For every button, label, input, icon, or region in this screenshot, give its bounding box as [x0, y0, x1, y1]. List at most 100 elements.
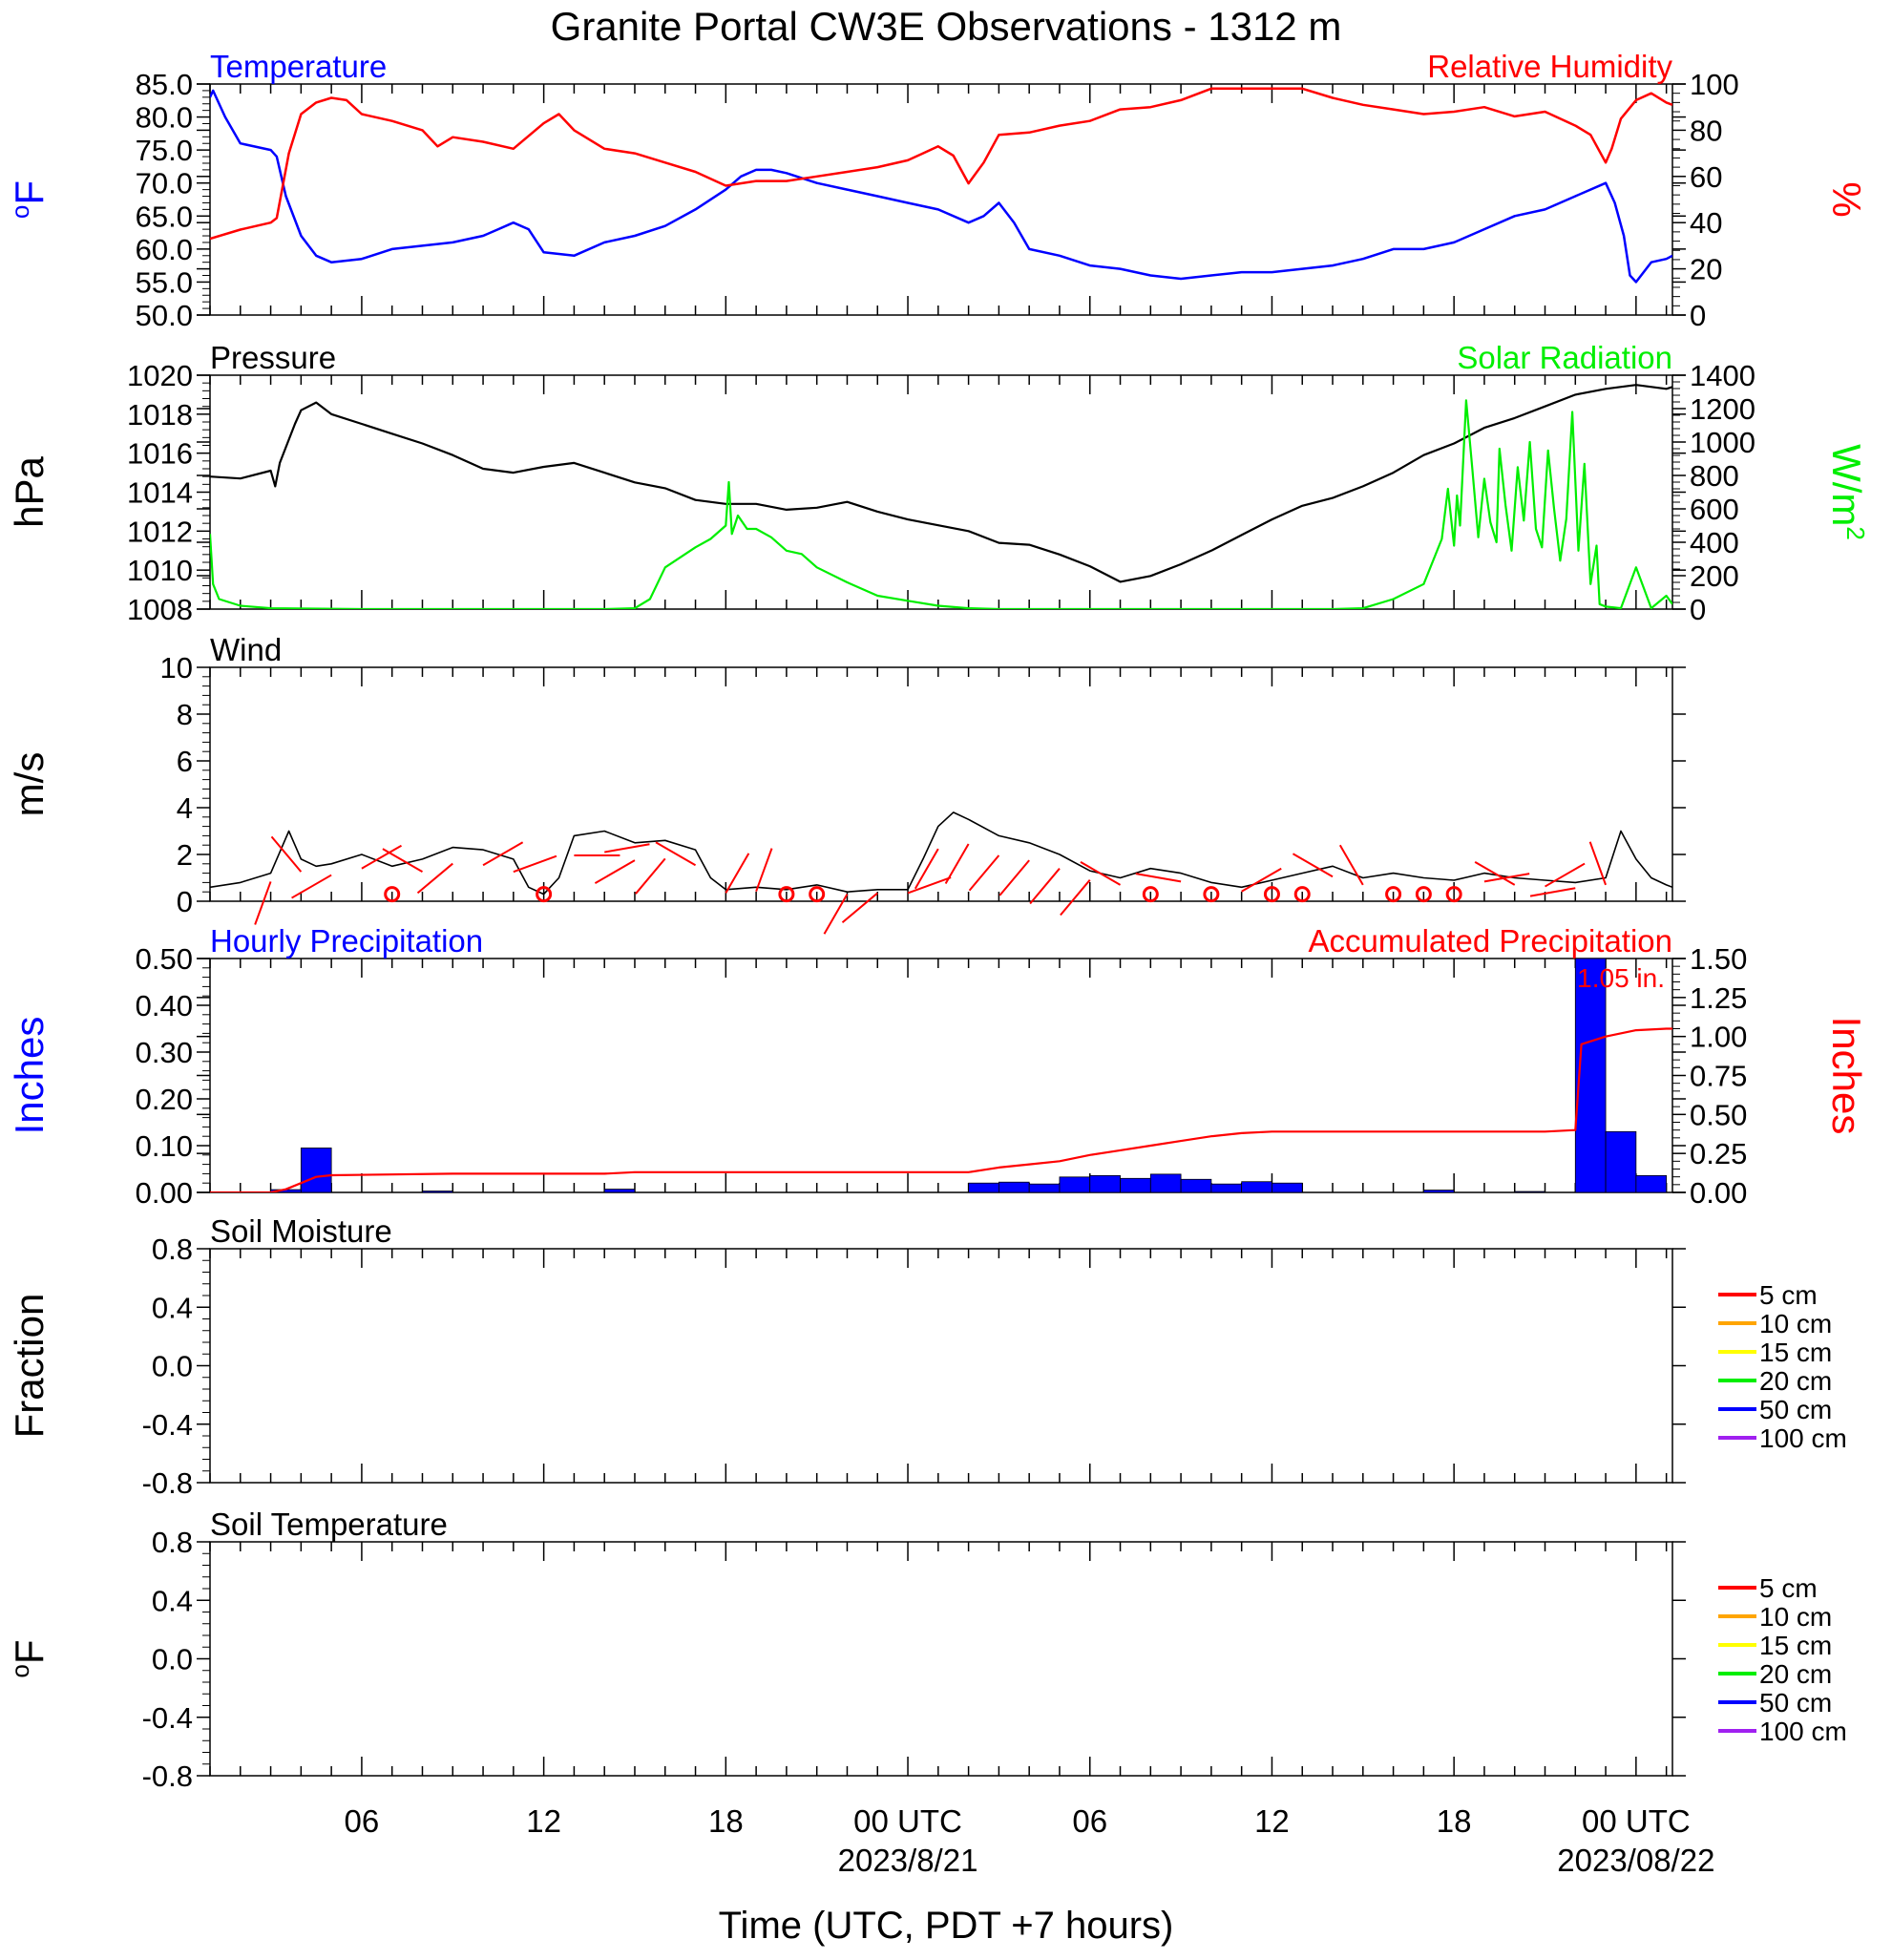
y-tick-label: 70.0: [136, 167, 193, 200]
precip-bar: [422, 1191, 453, 1193]
wind-barb: [1060, 879, 1091, 917]
legend-label: 10 cm: [1759, 1602, 1832, 1632]
time-axis: 06 12 18 00 UTC 2023/8/21 06 12 18 00 UTC 2023/08…: [345, 1803, 1715, 1878]
wind-barb: [635, 857, 666, 895]
wind-calm-marker: [778, 886, 795, 903]
panel-frame: [209, 1248, 1673, 1484]
legend-label: 20 cm: [1759, 1366, 1832, 1396]
y-tick-label: 20: [1690, 253, 1722, 286]
precip-bar: [1028, 1183, 1061, 1193]
panel-frame: [209, 83, 1673, 316]
wind-barb: [1483, 873, 1530, 883]
legend-label: 5 cm: [1759, 1280, 1818, 1310]
y-tick-label: 0.0: [152, 1643, 193, 1676]
wind-barb: [823, 894, 849, 935]
y-tick-label: 0: [1690, 299, 1706, 332]
y-tick-label: 0.4: [152, 1291, 193, 1324]
y-tick-label: 80.0: [136, 101, 193, 135]
legend-label: 5 cm: [1759, 1573, 1818, 1603]
series-wind: [210, 811, 1672, 896]
wind-calm-marker: [536, 886, 553, 903]
wind-barb: [968, 854, 1000, 892]
wind-barb: [270, 835, 303, 873]
panel-frame: [209, 666, 1673, 902]
wind-barb: [841, 892, 878, 924]
time-tick-label: 12: [526, 1803, 561, 1839]
series-accumulated-precip: [210, 1027, 1672, 1192]
precip-bar: [1422, 1190, 1455, 1193]
y-tick-label: 1008: [127, 593, 193, 626]
y-tick-label: 600: [1690, 493, 1739, 526]
time-tick-label: 06: [1072, 1803, 1107, 1839]
y-tick-label: 75.0: [136, 134, 193, 167]
y-tick-label: 80: [1690, 114, 1722, 147]
precip-bar: [1241, 1181, 1272, 1193]
panel-title: Hourly Precipitation: [210, 923, 483, 959]
y-tick-label: 0.00: [136, 1176, 193, 1210]
y-tick-label: 1020: [127, 359, 193, 392]
y-tick-label: 1010: [127, 554, 193, 587]
y-tick-label: 0: [1690, 593, 1706, 626]
y-tick-label: 800: [1690, 459, 1739, 493]
legend-label: 50 cm: [1759, 1688, 1832, 1718]
left-axis-label: hPa: [7, 455, 52, 527]
y-tick-label: 0.8: [152, 1526, 193, 1559]
panel-temperature_humidity: Temperature Relative Humidity 85.080.075.0…: [6, 49, 1869, 332]
wind-barb: [291, 874, 332, 899]
wind-barb: [1080, 860, 1122, 886]
y-tick-label: 60: [1690, 160, 1722, 194]
precip-bar: [1180, 1178, 1212, 1193]
y-tick-label: 0.75: [1690, 1060, 1747, 1093]
wind-barb: [254, 881, 272, 925]
wind-calm-marker: [384, 886, 401, 903]
wind-barb: [513, 854, 557, 874]
wind-calm-marker: [1445, 886, 1462, 903]
y-tick-label: 1018: [127, 398, 193, 432]
y-tick-label: 0.20: [136, 1083, 193, 1116]
y-tick-label: 0.8: [152, 1233, 193, 1266]
panel-title: Pressure: [210, 340, 336, 375]
precip-bar: [1120, 1177, 1151, 1193]
y-tick-label: 400: [1690, 526, 1739, 559]
legend-label: 10 cm: [1759, 1309, 1832, 1338]
wind-barb: [416, 862, 453, 895]
y-tick-label: 1.50: [1690, 942, 1747, 976]
wind-barb: [1338, 844, 1364, 886]
y-tick-label: 50.0: [136, 299, 193, 332]
y-tick-label: 200: [1690, 559, 1739, 593]
panel-right-title: Relative Humidity: [1427, 49, 1672, 84]
wind-calm-marker: [1293, 886, 1311, 903]
y-tick-label: 8: [177, 698, 193, 731]
y-tick-label: 0.50: [1690, 1098, 1747, 1131]
wind-calm-marker: [1142, 886, 1159, 903]
wind-barb: [725, 853, 750, 894]
y-tick-label: -0.4: [142, 1408, 193, 1442]
wind-calm-marker: [809, 886, 826, 903]
legend-label: 15 cm: [1759, 1338, 1832, 1367]
y-tick-label: -0.4: [142, 1701, 193, 1735]
y-tick-label: 0.10: [136, 1129, 193, 1163]
wind-calm-marker: [1415, 886, 1432, 903]
left-axis-label: Inches: [7, 1017, 52, 1135]
y-tick-label: 0.50: [136, 942, 193, 976]
legend-label: 50 cm: [1759, 1395, 1832, 1424]
precip-bar: [603, 1189, 636, 1193]
y-tick-label: 10: [160, 651, 193, 685]
legend-label: 100 cm: [1759, 1717, 1847, 1746]
right-axis-label: %: [1824, 181, 1869, 217]
wind-barb: [594, 859, 636, 884]
wind-barb: [944, 843, 970, 885]
y-tick-label: 1016: [127, 437, 193, 471]
precip-bar: [1514, 1191, 1545, 1193]
precip-bar: [300, 1148, 332, 1193]
precip-bar: [1210, 1183, 1243, 1193]
panel-frame: [209, 374, 1673, 610]
wind-barb: [1474, 860, 1516, 886]
wind-barb: [1529, 887, 1576, 897]
precip-bar: [1149, 1173, 1182, 1193]
precip-bar: [1635, 1174, 1668, 1193]
y-tick-label: 0.00: [1690, 1176, 1747, 1210]
wind-barb: [382, 848, 423, 873]
wind-barb: [999, 859, 1030, 896]
